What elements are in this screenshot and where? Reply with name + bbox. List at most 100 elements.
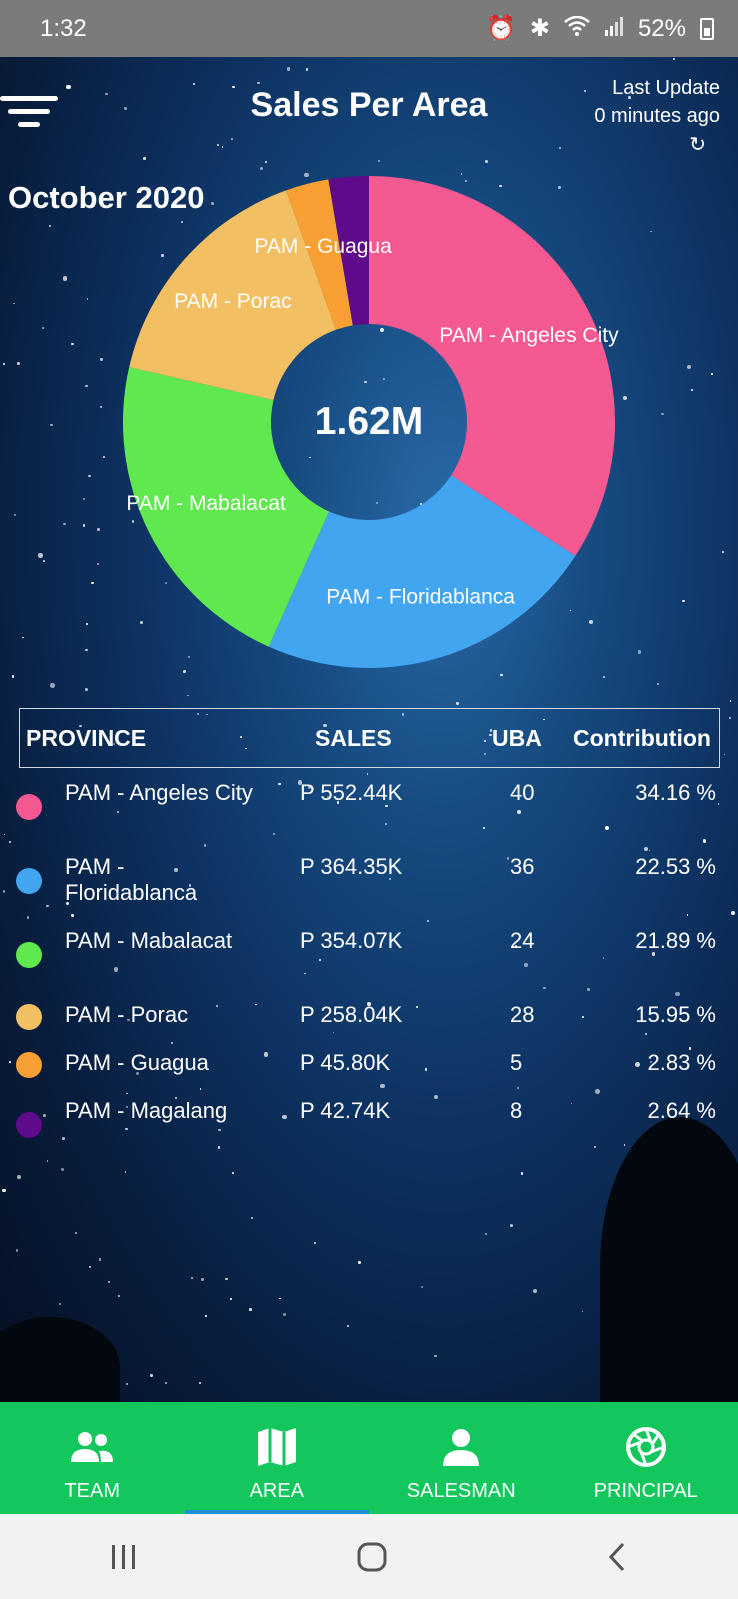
star: [21, 636, 24, 639]
active-tab-indicator: [184, 1510, 369, 1514]
chart-slice[interactable]: [129, 190, 336, 401]
star: [722, 550, 725, 553]
star: [357, 1260, 361, 1265]
cell-uba: 28: [510, 1002, 535, 1027]
star: [327, 796, 330, 799]
star: [424, 1068, 428, 1071]
star: [637, 650, 642, 655]
star: [42, 326, 45, 329]
star: [88, 474, 91, 478]
star: [250, 1216, 254, 1220]
system-nav-bar: [0, 1514, 738, 1599]
slice-label: PAM - Angeles City: [439, 324, 619, 347]
star: [682, 599, 686, 603]
star: [324, 412, 327, 415]
filter-menu-icon[interactable]: [0, 96, 60, 130]
star: [97, 527, 100, 531]
star: [42, 560, 45, 562]
star: [26, 916, 30, 919]
star: [308, 456, 311, 459]
star: [306, 68, 309, 71]
star: [656, 682, 659, 685]
star: [460, 173, 463, 175]
star: [200, 1277, 204, 1281]
star: [602, 675, 605, 678]
cell-contribution: 2.83 %: [647, 1050, 717, 1075]
star: [232, 1171, 235, 1174]
star: [50, 683, 56, 688]
star: [205, 1315, 207, 1318]
status-bar: 1:32 ⏰ ✱ 52%: [0, 0, 738, 57]
header-province: PROVINCE: [26, 725, 147, 751]
star: [577, 732, 581, 736]
star: [15, 1248, 19, 1252]
nav-team[interactable]: TEAM: [0, 1402, 185, 1514]
star: [70, 913, 74, 917]
star: [124, 1171, 127, 1173]
star: [628, 95, 631, 99]
cell-contribution: 22.53 %: [635, 854, 716, 879]
refresh-icon[interactable]: ↻: [689, 134, 706, 156]
star: [323, 723, 328, 728]
cell-contribution: 34.16 %: [635, 780, 716, 805]
star: [191, 1277, 194, 1279]
nav-principal[interactable]: PRINCIPAL: [554, 1402, 738, 1514]
star: [649, 1061, 652, 1064]
chart-slice[interactable]: [328, 176, 369, 326]
star: [332, 1031, 334, 1034]
nav-salesman[interactable]: SALESMAN: [369, 1402, 554, 1514]
star: [9, 1060, 12, 1063]
star: [126, 1092, 128, 1095]
star: [171, 1042, 174, 1045]
color-dot: [16, 1052, 42, 1078]
star: [582, 1016, 584, 1019]
star: [225, 1277, 228, 1281]
star: [260, 166, 264, 171]
star: [499, 185, 502, 188]
home-icon[interactable]: [356, 1541, 388, 1573]
cell-sales: P 364.35K: [300, 854, 403, 879]
back-icon[interactable]: [605, 1541, 629, 1573]
star: [79, 724, 82, 728]
star: [594, 1145, 597, 1148]
star: [174, 1096, 178, 1100]
star: [66, 84, 71, 90]
cell-uba: 8: [510, 1098, 523, 1123]
star: [221, 146, 224, 148]
cell-sales: P 258.04K: [300, 1002, 403, 1027]
star: [127, 1018, 131, 1022]
chart-slice[interactable]: [286, 179, 353, 330]
star: [427, 920, 430, 922]
star: [3, 833, 6, 836]
star: [283, 1313, 287, 1317]
star: [558, 146, 561, 149]
star: [729, 717, 731, 719]
recent-apps-icon[interactable]: [109, 1543, 139, 1571]
chart-slice[interactable]: [268, 475, 576, 668]
cell-sales: P 42.74K: [300, 1098, 391, 1123]
month-label: October 2020: [8, 180, 205, 215]
nav-label: TEAM: [64, 1480, 121, 1502]
star: [188, 884, 192, 888]
star: [484, 752, 487, 756]
star: [272, 832, 275, 836]
slice-label: PAM - Floridablanca: [326, 586, 515, 609]
tree-silhouette: [600, 1117, 738, 1402]
star: [2, 890, 5, 893]
chart-slice[interactable]: [122, 367, 330, 647]
cell-contribution: 21.89 %: [635, 928, 716, 953]
star: [485, 1232, 488, 1235]
star: [82, 524, 86, 527]
wifi-icon: [564, 15, 590, 43]
star: [543, 718, 546, 721]
star: [485, 160, 488, 163]
star: [675, 991, 680, 997]
star: [98, 1258, 101, 1261]
chart-slice[interactable]: [369, 176, 615, 556]
cell-province: PAM - Magalang: [65, 1098, 228, 1123]
star: [587, 988, 591, 992]
star: [13, 302, 15, 305]
nav-area[interactable]: AREA: [184, 1402, 369, 1514]
star: [717, 803, 720, 805]
star: [116, 810, 120, 814]
